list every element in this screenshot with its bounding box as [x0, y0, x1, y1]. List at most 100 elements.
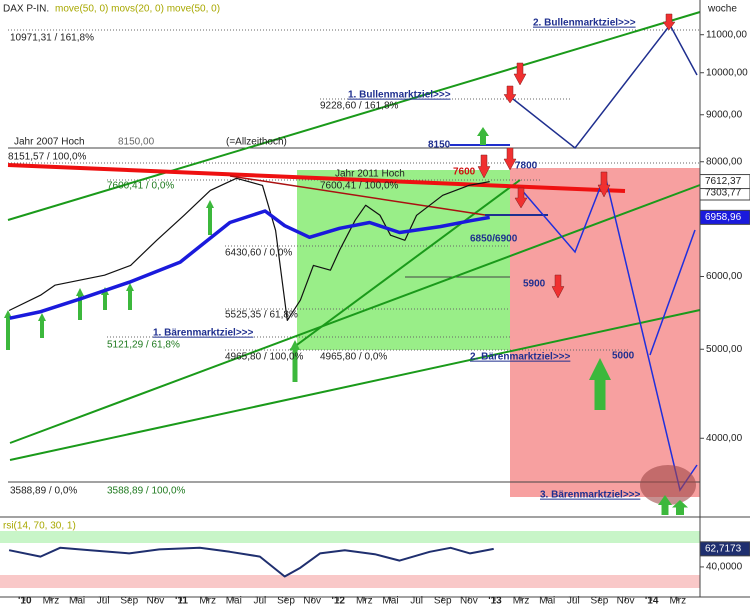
arrow: [589, 358, 611, 410]
data-layer: 4000,00 5000,00 6000,00 8000,00 9000,00 10000…: [8, 29, 750, 606]
trend-line: [289, 179, 521, 351]
annotation: 5900: [523, 279, 546, 290]
last-value-label: 62,7173: [705, 544, 742, 555]
arrow: [597, 171, 611, 198]
arrow: [206, 200, 214, 235]
y-tick-label: 6000,00: [706, 271, 743, 282]
x-tick-label: Sep: [277, 596, 295, 606]
channel-line: [7, 11, 701, 221]
x-tick-label: Mai: [69, 596, 85, 606]
y-tick-label: 5000,00: [706, 344, 743, 355]
annotation: 6430,60 / 0,0%: [225, 248, 292, 259]
annotation: 8151,57 / 100,0%: [8, 152, 87, 163]
arrow: [503, 147, 517, 171]
annotation: 9228,60 / 161,8%: [320, 101, 399, 112]
x-tick-label: Jul: [567, 596, 580, 606]
rsi-title: rsi(14, 70, 30, 1): [3, 521, 76, 532]
x-tick-label: '10: [18, 596, 32, 606]
last-value-box: [699, 541, 750, 557]
x-tick-label: '12: [331, 596, 345, 606]
bull-zone: [297, 170, 510, 350]
series-line: [8, 177, 490, 321]
annotation: 10971,31 / 161,8%: [10, 33, 94, 44]
annotation: 3588,89 / 100,0%: [107, 486, 186, 497]
annotation: 8150,00: [118, 137, 155, 148]
x-tick-label: '11: [175, 596, 188, 606]
x-tick-label: Nov: [617, 596, 635, 606]
y-tick-label: 40,0000: [706, 562, 743, 573]
trend-line: [229, 175, 486, 216]
annotation: 5525,35 / 61,8%: [225, 310, 298, 321]
annotation: 3588,89 / 0,0%: [10, 486, 77, 497]
annotation: 1. Bullenmarktziel>>>: [348, 90, 451, 101]
series-line: [9, 209, 490, 320]
annotation: 8150: [428, 140, 451, 151]
x-tick-label: Sep: [120, 596, 138, 606]
x-tick-label: '14: [645, 596, 659, 606]
chart-title: DAX P-IN.: [3, 4, 49, 15]
x-tick-label: Mai: [382, 596, 398, 606]
x-tick-label: Jul: [410, 596, 423, 606]
annotation: 7800: [515, 161, 538, 172]
y-tick-label: 11000,00: [706, 29, 747, 40]
arrow: [513, 62, 527, 86]
x-tick-label: Nov: [303, 596, 321, 606]
x-tick-label: Jul: [253, 596, 266, 606]
x-tick-label: Mai: [226, 596, 242, 606]
resistance-line: [7, 163, 626, 193]
x-tick-label: Nov: [147, 596, 165, 606]
arrow: [658, 495, 672, 515]
x-tick-label: Mrz: [43, 596, 60, 606]
arrow: [76, 288, 84, 320]
rsi-lower-band: [0, 575, 700, 588]
x-tick-label: Jul: [97, 596, 110, 606]
indicator-list: move(50, 0) movs(20, 0) move(50, 0): [55, 4, 220, 15]
annotation: 2. Bullenmarktziel>>>: [533, 18, 636, 29]
last-value-box: [699, 209, 750, 225]
x-tick-label: Mrz: [513, 596, 530, 606]
arrow: [514, 187, 528, 209]
annotation: 3. Bärenmarktziel>>>: [540, 490, 640, 501]
text-layer: DAX P-IN. move(50, 0) movs(20, 0) move(5…: [3, 4, 742, 532]
rsi-upper-band: [0, 531, 700, 543]
arrow: [672, 500, 688, 515]
x-tick-label: Sep: [591, 596, 609, 606]
annotation: 7600,41 / 0,0%: [107, 181, 174, 192]
annotation: 6850/6900: [470, 234, 518, 245]
annotation: Jahr 2011 Hoch: [335, 169, 405, 180]
y-tick-label: 9000,00: [706, 109, 743, 120]
annotation: 7600: [453, 167, 476, 178]
projection-path: [507, 23, 698, 150]
annotation: 4965,80 / 0,0%: [320, 352, 387, 363]
annotation: (=Allzeithoch): [226, 137, 287, 148]
x-tick-label: '13: [488, 596, 502, 606]
arrow-layer: [4, 13, 688, 515]
channel-line: [9, 309, 701, 461]
annotation: 1. Bärenmarktziel>>>: [153, 328, 253, 339]
arrow: [503, 85, 517, 104]
arrow: [477, 154, 491, 179]
x-tick-label: Mai: [539, 596, 555, 606]
arrow: [290, 340, 300, 382]
annotation: 7600,41 / 100,0%: [320, 181, 399, 192]
price-label: 7303,77: [705, 188, 742, 199]
x-tick-label: Sep: [434, 596, 452, 606]
last-value-box: [699, 174, 750, 190]
y-tick-label: 8000,00: [706, 156, 743, 167]
x-tick-label: Nov: [460, 596, 478, 606]
last-value-label: 6958,96: [705, 212, 742, 223]
annotation: 5121,29 / 61,8%: [107, 340, 180, 351]
arrow: [477, 127, 489, 145]
projection-path: [649, 229, 696, 356]
arrow: [38, 313, 46, 338]
target-marker: [640, 465, 696, 505]
annotation: 5000: [612, 351, 635, 362]
x-tick-label: Mrz: [669, 596, 686, 606]
bear-zone: [510, 168, 700, 497]
y-tick-label: 4000,00: [706, 433, 743, 444]
annotation: Jahr 2007 Hoch: [14, 137, 85, 148]
annotation: 4965,80 / 100,0%: [225, 352, 304, 363]
x-tick-label: Mrz: [356, 596, 373, 606]
